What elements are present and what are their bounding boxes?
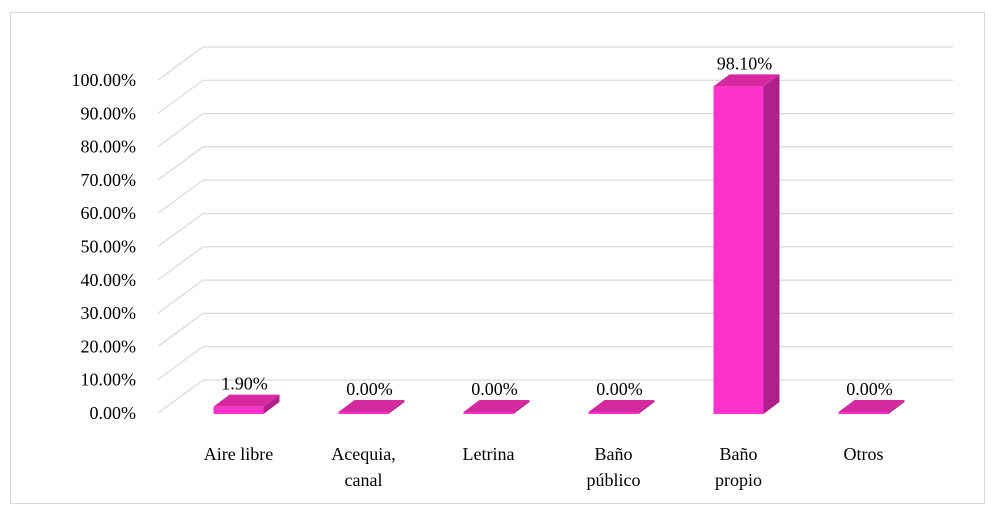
y-tick-label: 50.00% <box>81 237 137 257</box>
bar-side <box>388 400 405 414</box>
bar-front <box>213 406 264 414</box>
y-tick-label: 20.00% <box>81 336 137 356</box>
bar-side <box>888 400 905 414</box>
y-tick-label: 30.00% <box>81 303 137 323</box>
x-category-label: Baño público <box>587 444 641 490</box>
bar-top <box>588 400 655 412</box>
gridline <box>157 179 953 214</box>
gridline <box>157 146 953 181</box>
data-label: 1.90% <box>221 374 268 394</box>
bar-top <box>463 400 530 412</box>
bar-side <box>513 400 530 414</box>
data-labels: 1.90% 0.00% 0.00% 0.00% 98.10% 0.00% <box>221 53 893 399</box>
y-tick-label: 10.00% <box>81 370 137 390</box>
x-category-label: Aire libre <box>204 444 273 464</box>
bar-side <box>638 400 655 414</box>
bar-front <box>338 412 389 414</box>
y-axis-ticks: 0.00% 10.00% 20.00% 30.00% 40.00% 50.00% 60.00… <box>72 70 137 423</box>
x-category-label: Baño propio <box>715 444 762 490</box>
gridline <box>157 246 953 281</box>
x-axis-categories: Aire libre Acequia, canal Letrina Baño públic… <box>204 444 884 490</box>
bar-front <box>463 412 514 414</box>
bar-side <box>763 74 780 415</box>
bars <box>213 74 905 415</box>
data-label: 0.00% <box>596 379 643 399</box>
gridline <box>157 279 953 314</box>
y-tick-label: 80.00% <box>81 137 137 157</box>
bar-top <box>213 394 280 407</box>
y-tick-label: 40.00% <box>81 270 137 290</box>
y-tick-label: 100.00% <box>72 70 137 90</box>
bar-top <box>713 74 780 87</box>
gridlines <box>157 46 953 414</box>
data-label: 0.00% <box>346 379 393 399</box>
bar-side <box>263 394 280 414</box>
data-label: 98.10% <box>717 53 773 73</box>
y-tick-label: 90.00% <box>81 103 137 123</box>
gridline <box>157 46 953 81</box>
gridline <box>157 346 953 381</box>
y-tick-label: 70.00% <box>81 170 137 190</box>
bar-front <box>713 86 764 415</box>
gridline <box>157 212 953 247</box>
x-category-label: Acequia, canal <box>331 444 395 490</box>
bar-top <box>838 400 905 412</box>
bar-top <box>338 400 405 412</box>
gridline <box>157 312 953 347</box>
x-category-label: Letrina <box>463 444 515 464</box>
y-tick-label: 0.00% <box>90 403 137 423</box>
data-label: 0.00% <box>846 379 893 399</box>
chart-frame <box>10 12 985 504</box>
x-category-label: Otros <box>844 444 884 464</box>
gridline <box>157 112 953 148</box>
bar-front <box>588 412 639 414</box>
gridline <box>157 379 953 414</box>
bar-front <box>838 412 889 414</box>
y-tick-label: 60.00% <box>81 203 137 223</box>
gridline <box>157 79 953 114</box>
data-label: 0.00% <box>471 379 518 399</box>
